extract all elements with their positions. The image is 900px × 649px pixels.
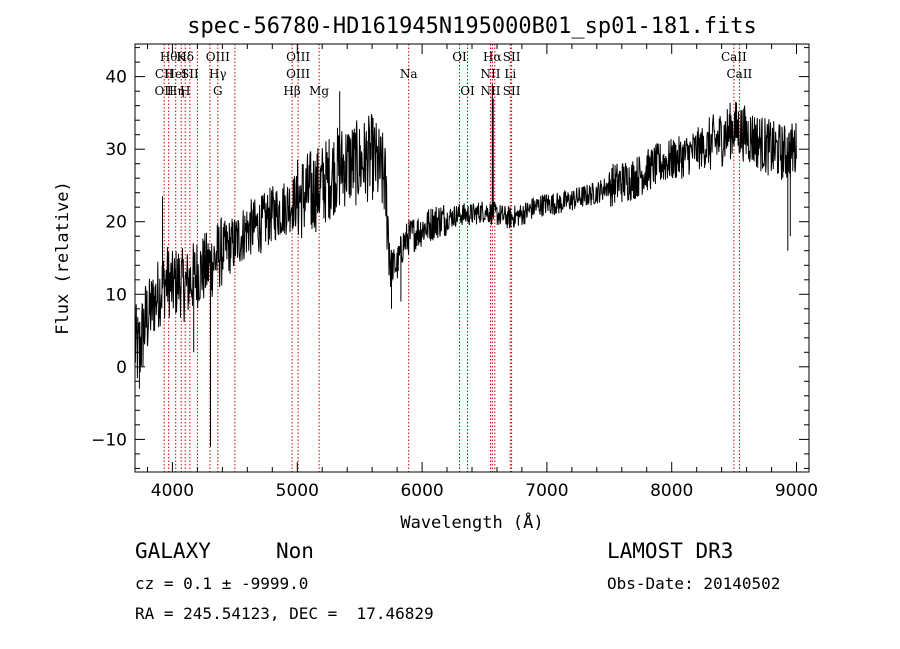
- spectral-line-label: Hη: [167, 84, 185, 98]
- x-tick-label: 8000: [650, 481, 693, 501]
- spectrum-line: [134, 83, 797, 447]
- x-axis-label: Wavelength (Å): [400, 511, 543, 533]
- subclass: Non: [276, 539, 314, 563]
- spectral-line-label: NII: [481, 67, 501, 81]
- coordinates: RA = 245.54123, DEC = 17.46829: [135, 604, 434, 623]
- x-tick-label: 6000: [400, 481, 443, 501]
- spectral-line-labels: CII OII Hθ HeI Hη KHδ H SII OIII Hγ G Hβ OIII OIII Mg N…: [155, 50, 753, 98]
- x-tick-label: 4000: [151, 481, 194, 501]
- spectral-line-label: OIII: [286, 50, 310, 64]
- x-tick-label: 9000: [775, 481, 818, 501]
- spectral-line-label: G: [213, 84, 223, 98]
- spectral-line-label: SII: [503, 84, 521, 98]
- spectral-line-label: Hδ: [176, 50, 194, 64]
- spectral-line-label: SII: [181, 67, 199, 81]
- spectral-line-label: Na: [400, 67, 418, 81]
- spectral-line-label: K: [177, 50, 187, 64]
- x-tick-label: 7000: [525, 481, 568, 501]
- spectral-line-label: OIII: [286, 67, 310, 81]
- y-tick-label: 30: [105, 140, 127, 160]
- y-axis: −10 0 10 20 30 40: [91, 47, 809, 469]
- y-tick-label: 40: [105, 68, 127, 88]
- survey-name: LAMOST DR3: [607, 539, 734, 563]
- spectral-line-label: OI: [452, 50, 467, 64]
- obs-date: Obs-Date: 20140502: [607, 574, 781, 593]
- y-tick-label: 0: [116, 358, 127, 378]
- spectral-line-label: CaII: [726, 67, 752, 81]
- spectral-line-label: CII: [155, 67, 174, 81]
- classification: GALAXY: [135, 539, 211, 563]
- spectral-line-label: H: [180, 84, 190, 98]
- x-tick-label: 5000: [276, 481, 319, 501]
- plot-frame: [134, 43, 810, 473]
- spectral-line-label: NII: [481, 84, 501, 98]
- spectral-line-label: Li: [504, 67, 516, 81]
- spectral-line-label: OII: [155, 84, 175, 98]
- y-axis-label: Flux (relative): [53, 181, 73, 335]
- spectral-line-label: OIII: [206, 50, 230, 64]
- spectral-line-label: HeI: [165, 67, 188, 81]
- chart-title: spec-56780-HD161945N195000B01_sp01-181.f…: [187, 14, 757, 39]
- spectral-line-markers: [163, 44, 740, 472]
- spectral-line-label: Hα: [483, 50, 502, 64]
- y-tick-label: −10: [91, 430, 127, 450]
- spectral-line-label: Mg: [309, 84, 329, 98]
- spectral-line-label: OI: [460, 84, 475, 98]
- x-axis: 4000 5000 6000 7000 8000 9000: [147, 44, 818, 501]
- spectral-line-label: Hθ: [160, 50, 178, 64]
- spectral-line-label: SII: [503, 50, 521, 64]
- y-tick-label: 10: [105, 285, 127, 305]
- spectrum-chart: spec-56780-HD161945N195000B01_sp01-181.f…: [53, 14, 818, 533]
- spectral-line-label: Hβ: [283, 84, 300, 98]
- y-tick-label: 20: [105, 213, 127, 233]
- spectral-line-label: Hγ: [209, 67, 227, 81]
- redshift: cz = 0.1 ± -9999.0: [135, 574, 309, 593]
- spectral-line-label: CaII: [721, 50, 747, 64]
